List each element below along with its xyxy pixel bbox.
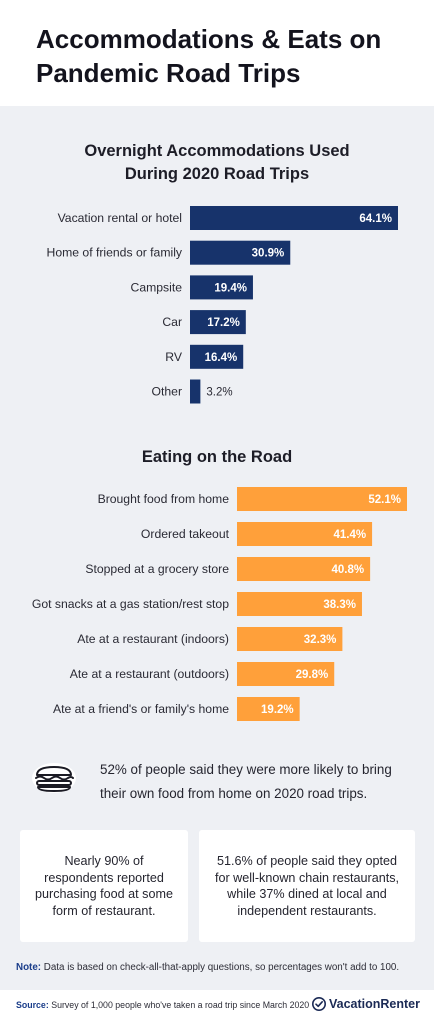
page-title: Accommodations & Eats on Pandemic Road T…: [36, 24, 382, 88]
eating-bar: [237, 557, 371, 581]
eating-bar: [237, 487, 407, 511]
eating-category-label: Ate at a restaurant (outdoors): [70, 667, 229, 681]
accommodations-bar: [190, 275, 253, 300]
eating-chart-title-line-1: Eating on the Road: [141, 448, 293, 466]
eating-value-label: 19.2%: [261, 704, 294, 716]
accommodations-category-label: Car: [162, 315, 182, 329]
eating-category-label: Ate at a restaurant (indoors): [77, 632, 229, 646]
accommodations-value-label: 17.2%: [207, 317, 240, 329]
accommodations-bar: [190, 206, 398, 230]
accommodations-bar: [190, 344, 244, 369]
accommodations-bar: [190, 240, 291, 265]
eating-value-label: 41.4%: [333, 529, 366, 541]
accommodations-chart-title-line-1: Overnight Accommodations Used: [84, 142, 350, 160]
note-text: Data is based on check-all-that-apply qu…: [43, 962, 400, 973]
eating-value-label: 29.8%: [296, 669, 329, 681]
eating-bar: [237, 522, 373, 546]
note: Note: Data is based on check-all-that-ap…: [16, 962, 399, 973]
accommodations-value-label: 30.9%: [252, 248, 285, 260]
eating-bar: [237, 592, 362, 616]
eating-value-label: 52.1%: [368, 494, 401, 506]
stat-card-restaurants: Nearly 90% of respondents reported purch…: [20, 830, 188, 942]
stat-card-chains: 51.6% of people said they opted for well…: [199, 830, 415, 942]
accommodations-category-label: Other: [152, 385, 182, 399]
source-label: Source:: [16, 1000, 49, 1010]
eating-category-label: Ate at a friend's or family's home: [53, 702, 229, 716]
callout: 52% of people said they were more likely…: [24, 744, 414, 814]
accommodations-category-label: RV: [165, 350, 183, 364]
accommodations-category-label: Home of friends or family: [47, 246, 183, 260]
brand-logo[interactable]: VacationRenter: [311, 997, 420, 1011]
eating-category-label: Stopped at a grocery store: [85, 562, 229, 576]
callout-text: 52% of people said they were more likely…: [100, 762, 392, 801]
source-text: Survey of 1,000 people who've taken a ro…: [51, 1000, 310, 1010]
accommodations-category-label: Vacation rental or hotel: [58, 211, 182, 225]
accommodations-value-label: 16.4%: [205, 352, 238, 364]
stat-card-restaurants-text: Nearly 90% of respondents reported purch…: [35, 854, 173, 918]
eating-category-label: Got snacks at a gas station/rest stop: [32, 597, 229, 611]
eating-bar: [237, 662, 335, 686]
accommodations-chart-title: Overnight Accommodations Used During 202…: [0, 140, 434, 186]
accommodations-value-label: 64.1%: [359, 213, 392, 225]
sandwich-icon: [32, 763, 76, 793]
accommodations-value-label: 19.4%: [214, 282, 247, 294]
accommodations-chart-title-line-2: During 2020 Road Trips: [124, 165, 310, 183]
footer: Source: Survey of 1,000 people who've ta…: [0, 990, 434, 1024]
eating-category-label: Brought food from home: [98, 492, 230, 506]
eating-bar: [237, 697, 300, 721]
brand-name: VacationRenter: [328, 997, 420, 1011]
accommodations-value-label: 3.2%: [206, 387, 232, 399]
header: Accommodations & Eats on Pandemic Road T…: [0, 0, 434, 106]
eating-value-label: 32.3%: [304, 634, 337, 646]
accommodations-bar-chart: Vacation rental or hotel 64.1% Home of fri…: [47, 206, 398, 404]
eating-value-label: 40.8%: [332, 564, 365, 576]
accommodations-bar: [190, 379, 201, 404]
accommodations-bar: [190, 310, 246, 335]
accommodations-category-label: Campsite: [131, 280, 183, 294]
eating-chart-title: Eating on the Road: [0, 446, 434, 469]
brand-logo-icon: [311, 997, 326, 1011]
source: Source: Survey of 1,000 people who've ta…: [16, 1000, 309, 1010]
eating-value-label: 38.3%: [323, 599, 356, 611]
stat-card-chains-text: 51.6% of people said they opted for well…: [214, 854, 400, 918]
note-label: Note:: [16, 962, 42, 973]
eating-bar: [237, 627, 343, 651]
eating-category-label: Ordered takeout: [141, 527, 230, 541]
eating-bar-chart: Brought food from home 52.1% Ordered takeo…: [32, 487, 407, 721]
